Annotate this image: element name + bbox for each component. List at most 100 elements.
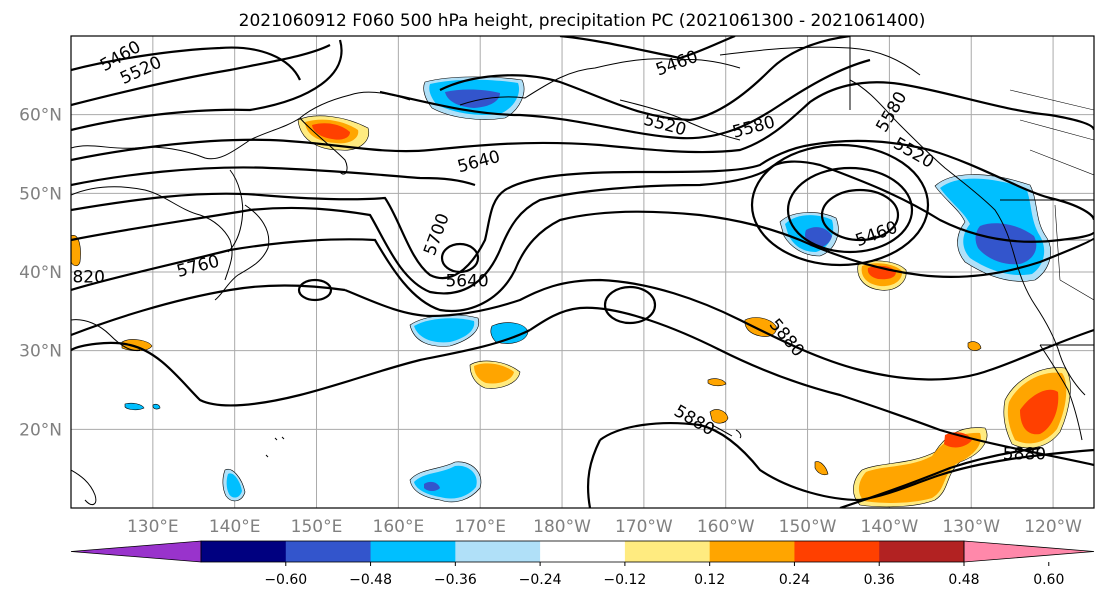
lon-tick-label: 150°W [779, 517, 837, 537]
lon-tick-label: 170°E [454, 517, 506, 537]
contour-5460-w [71, 46, 302, 81]
contour-5520-w [71, 44, 331, 107]
colorbar-tick-label: −0.12 [603, 572, 646, 588]
coast-north-america [849, 79, 1086, 396]
colorbar-segment [624, 541, 711, 562]
colorbar-segment [879, 541, 965, 562]
contour-5460-ne [559, 36, 736, 60]
lat-tick-label: 50°N [19, 184, 62, 204]
precip-area-bering-core [445, 89, 500, 108]
colorbar-tick-label: −0.36 [434, 572, 477, 588]
colorbar-tick-label: 0.24 [779, 572, 810, 588]
colorbar-segment [455, 541, 541, 562]
lon-tick-label: 130°W [942, 517, 1000, 537]
contour-small-closed-2 [603, 285, 657, 325]
colorbar-segment [285, 541, 372, 562]
internal-borders [1009, 89, 1094, 176]
coast-honshu [214, 204, 270, 301]
longitude-labels: 130°E 140°E 150°E 160°E 170°E 180°W 170°W 160°W… [127, 517, 1082, 537]
contour-5880-c [344, 278, 1094, 381]
precip-area-small-3 [707, 378, 727, 387]
colorbar-outline [200, 540, 965, 563]
colorbar-segment [709, 541, 795, 562]
contour-label-text: 5880 [1003, 445, 1046, 465]
precip-area-baja-core [1020, 389, 1059, 435]
contour-5520-closed-low [786, 166, 914, 254]
colorbar: −0.60 −0.48 −0.36 −0.24 −0.12 0.12 0.24 0.36 0.4… [70, 540, 1095, 588]
colorbar-tick-label: −0.48 [349, 572, 392, 588]
coast-hawaii [711, 424, 742, 439]
colorbar-tick-label: 0.12 [694, 572, 725, 588]
colorbar-extend-max [963, 540, 1095, 563]
contour-5520-c [439, 36, 851, 122]
coast-alaska-north [719, 46, 921, 76]
precip-anomaly-shading [71, 76, 1071, 508]
colorbar-tick-label: −0.24 [519, 572, 562, 588]
precip-area-pacific-nw-core [975, 223, 1037, 265]
lon-tick-label: 140°W [861, 517, 919, 537]
precip-area-okhotsk-core [312, 123, 350, 140]
lat-tick-label: 30°N [19, 342, 62, 362]
contour-5580-w [71, 39, 343, 132]
colorbar-segment [540, 541, 626, 562]
coast-asia-mainland [71, 186, 233, 281]
lon-tick-label: 180°W [533, 517, 591, 537]
coast-small-islands [265, 436, 285, 458]
contour-5880-long [71, 210, 1094, 313]
colorbar-tick-label: 0.60 [1033, 572, 1064, 588]
precip-area-small-1 [124, 402, 145, 411]
precip-area-se-band-mid [858, 432, 981, 503]
contour-5880-tropics [599, 422, 1094, 502]
coast-aleutians [619, 99, 741, 141]
lat-tick-label: 20°N [19, 420, 62, 440]
contour-5760-long [71, 139, 1094, 280]
coast-china-korea [71, 319, 141, 351]
colorbar-extend-min [70, 540, 202, 563]
precip-area-subtropical-170e-mid [414, 318, 475, 343]
coast-bering-strait [459, 58, 741, 106]
contour-small-closed-1 [297, 278, 333, 302]
precip-area-tropical-140e-mid [226, 473, 242, 498]
lon-tick-label: 160°E [373, 517, 425, 537]
colorbar-segment [201, 541, 287, 562]
latitude-labels: 60°N 50°N 40°N 30°N 20°N [19, 106, 62, 441]
precip-area-west-edge [71, 234, 81, 267]
colorbar-segment [370, 541, 456, 562]
colorbar-tick-label: 0.48 [948, 572, 979, 588]
lon-tick-label: 130°E [127, 517, 179, 537]
coast-sakhalin-japan [227, 169, 244, 253]
contour-5820-long [71, 160, 1094, 295]
coast-philippines [71, 469, 97, 506]
colorbar-tick-label: −0.60 [264, 572, 307, 588]
precip-area-small-5 [814, 461, 829, 476]
contour-label: 5880 [1003, 445, 1046, 465]
precip-area-small-4 [967, 341, 982, 351]
colorbar-segment [794, 541, 880, 562]
contour-label: 5820 [62, 268, 105, 288]
height-contours [71, 36, 1094, 508]
lon-tick-label: 120°W [1024, 517, 1082, 537]
precip-area-hawaii [709, 409, 729, 424]
coastlines [71, 36, 1094, 506]
contour-5580-closed-low [750, 143, 930, 267]
precip-area-small-2 [152, 403, 161, 410]
contour-5640-long [71, 81, 1094, 162]
contour-5880-tropics-w [586, 439, 601, 508]
lon-tick-label: 140°E [209, 517, 261, 537]
colorbar-tick-label: 0.36 [864, 572, 895, 588]
precip-area-tropical-170e-core [424, 481, 440, 491]
precip-area-orange-170e-mid [474, 363, 514, 384]
contour-5880-se [839, 446, 1041, 508]
contour-label-text: 5640 [445, 272, 488, 292]
map-frame [70, 35, 1095, 509]
contour-5460-closed-low [820, 188, 900, 242]
precip-area-subtropical-178e [490, 322, 529, 344]
contour-label-text: 5820 [62, 268, 105, 288]
precip-area-central-pacific [744, 317, 777, 337]
contour-5880-sw [71, 284, 346, 337]
state-borders [1054, 204, 1094, 301]
lon-tick-label: 150°E [291, 517, 343, 537]
contour-5640-closed-low [440, 242, 480, 274]
lat-tick-label: 60°N [19, 106, 62, 126]
